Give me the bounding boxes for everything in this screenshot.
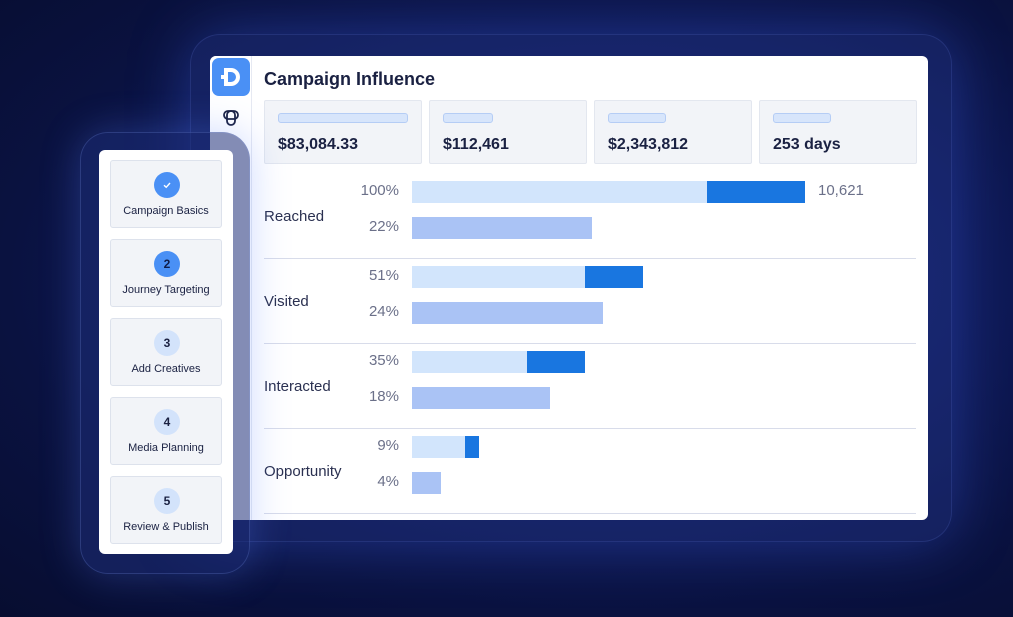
campaign-influence-window: Campaign Influence $83,084.33 $112,461 $… (210, 56, 928, 520)
stat-label-placeholder (443, 113, 493, 123)
funnel-count: 10,621 (818, 182, 864, 199)
step-label: Journey Targeting (122, 284, 210, 296)
funnel-stage-label: Reached (264, 208, 325, 225)
funnel-bar-light[interactable] (412, 181, 708, 203)
funnel-row-opportunity: Opportunity 9% 4% (264, 429, 916, 514)
funnel-bar-secondary[interactable] (412, 387, 550, 409)
step-add-creatives[interactable]: 3 Add Creatives (110, 318, 222, 386)
stat-value: 253 days (773, 136, 841, 153)
funnel-stage-label: Interacted (264, 378, 331, 395)
app-logo[interactable] (212, 58, 250, 96)
checkmark-icon (154, 172, 180, 198)
step-number-badge: 2 (154, 251, 180, 277)
funnel-bar-dark[interactable] (707, 181, 805, 203)
funnel-bar-light[interactable] (412, 266, 586, 288)
step-number-badge: 3 (154, 330, 180, 356)
funnel-bar-secondary[interactable] (412, 472, 441, 494)
funnel-bar-dark[interactable] (527, 351, 585, 373)
stat-card: $2,343,812 (594, 100, 752, 164)
step-label: Review & Publish (123, 521, 209, 533)
step-review-publish[interactable]: 5 Review & Publish (110, 476, 222, 544)
funnel-stage-label: Visited (264, 293, 309, 310)
funnel-bottom-percent: 24% (368, 303, 399, 320)
step-campaign-basics[interactable]: Campaign Basics (110, 160, 222, 228)
funnel-bar-secondary[interactable] (412, 217, 592, 239)
step-label: Media Planning (128, 442, 204, 454)
funnel-top-percent: 9% (377, 437, 399, 454)
integration-knot-icon[interactable] (221, 108, 241, 128)
stat-card: 253 days (759, 100, 917, 164)
funnel-row-interacted: Interacted 35% 18% (264, 344, 916, 429)
funnel-row-visited: Visited 51% 24% (264, 259, 916, 344)
funnel-stage-label: Opportunity (264, 463, 342, 480)
step-number-badge: 4 (154, 409, 180, 435)
stat-label-placeholder (278, 113, 408, 123)
campaign-steps-panel: Campaign Basics 2 Journey Targeting 3 Ad… (99, 150, 233, 554)
page-title: Campaign Influence (264, 69, 436, 89)
funnel-bar-dark[interactable] (585, 266, 643, 288)
funnel-top-percent: 100% (360, 182, 399, 199)
app-logo-icon (221, 68, 240, 86)
step-label: Campaign Basics (123, 205, 209, 217)
funnel-row-reached: Reached 100% 10,621 22% (264, 174, 916, 259)
step-number-badge: 5 (154, 488, 180, 514)
step-journey-targeting[interactable]: 2 Journey Targeting (110, 239, 222, 307)
funnel-bar-secondary[interactable] (412, 302, 603, 324)
stat-label-placeholder (773, 113, 831, 123)
funnel-bar-light[interactable] (412, 351, 528, 373)
funnel-chart: Reached 100% 10,621 22% Visited 51% 24% … (264, 174, 916, 514)
stat-label-placeholder (608, 113, 666, 123)
funnel-bottom-percent: 18% (368, 388, 399, 405)
funnel-bar-light[interactable] (412, 436, 466, 458)
stat-value: $83,084.33 (278, 136, 359, 153)
stat-card: $112,461 (429, 100, 587, 164)
funnel-top-percent: 35% (368, 352, 399, 369)
stat-value: $112,461 (443, 136, 509, 153)
funnel-bottom-percent: 4% (377, 473, 399, 490)
stat-value: $2,343,812 (608, 136, 689, 153)
funnel-top-percent: 51% (368, 267, 399, 284)
stat-card: $83,084.33 (264, 100, 422, 164)
funnel-bottom-percent: 22% (368, 218, 399, 235)
step-media-planning[interactable]: 4 Media Planning (110, 397, 222, 465)
funnel-bar-dark[interactable] (465, 436, 479, 458)
step-label: Add Creatives (131, 363, 201, 375)
